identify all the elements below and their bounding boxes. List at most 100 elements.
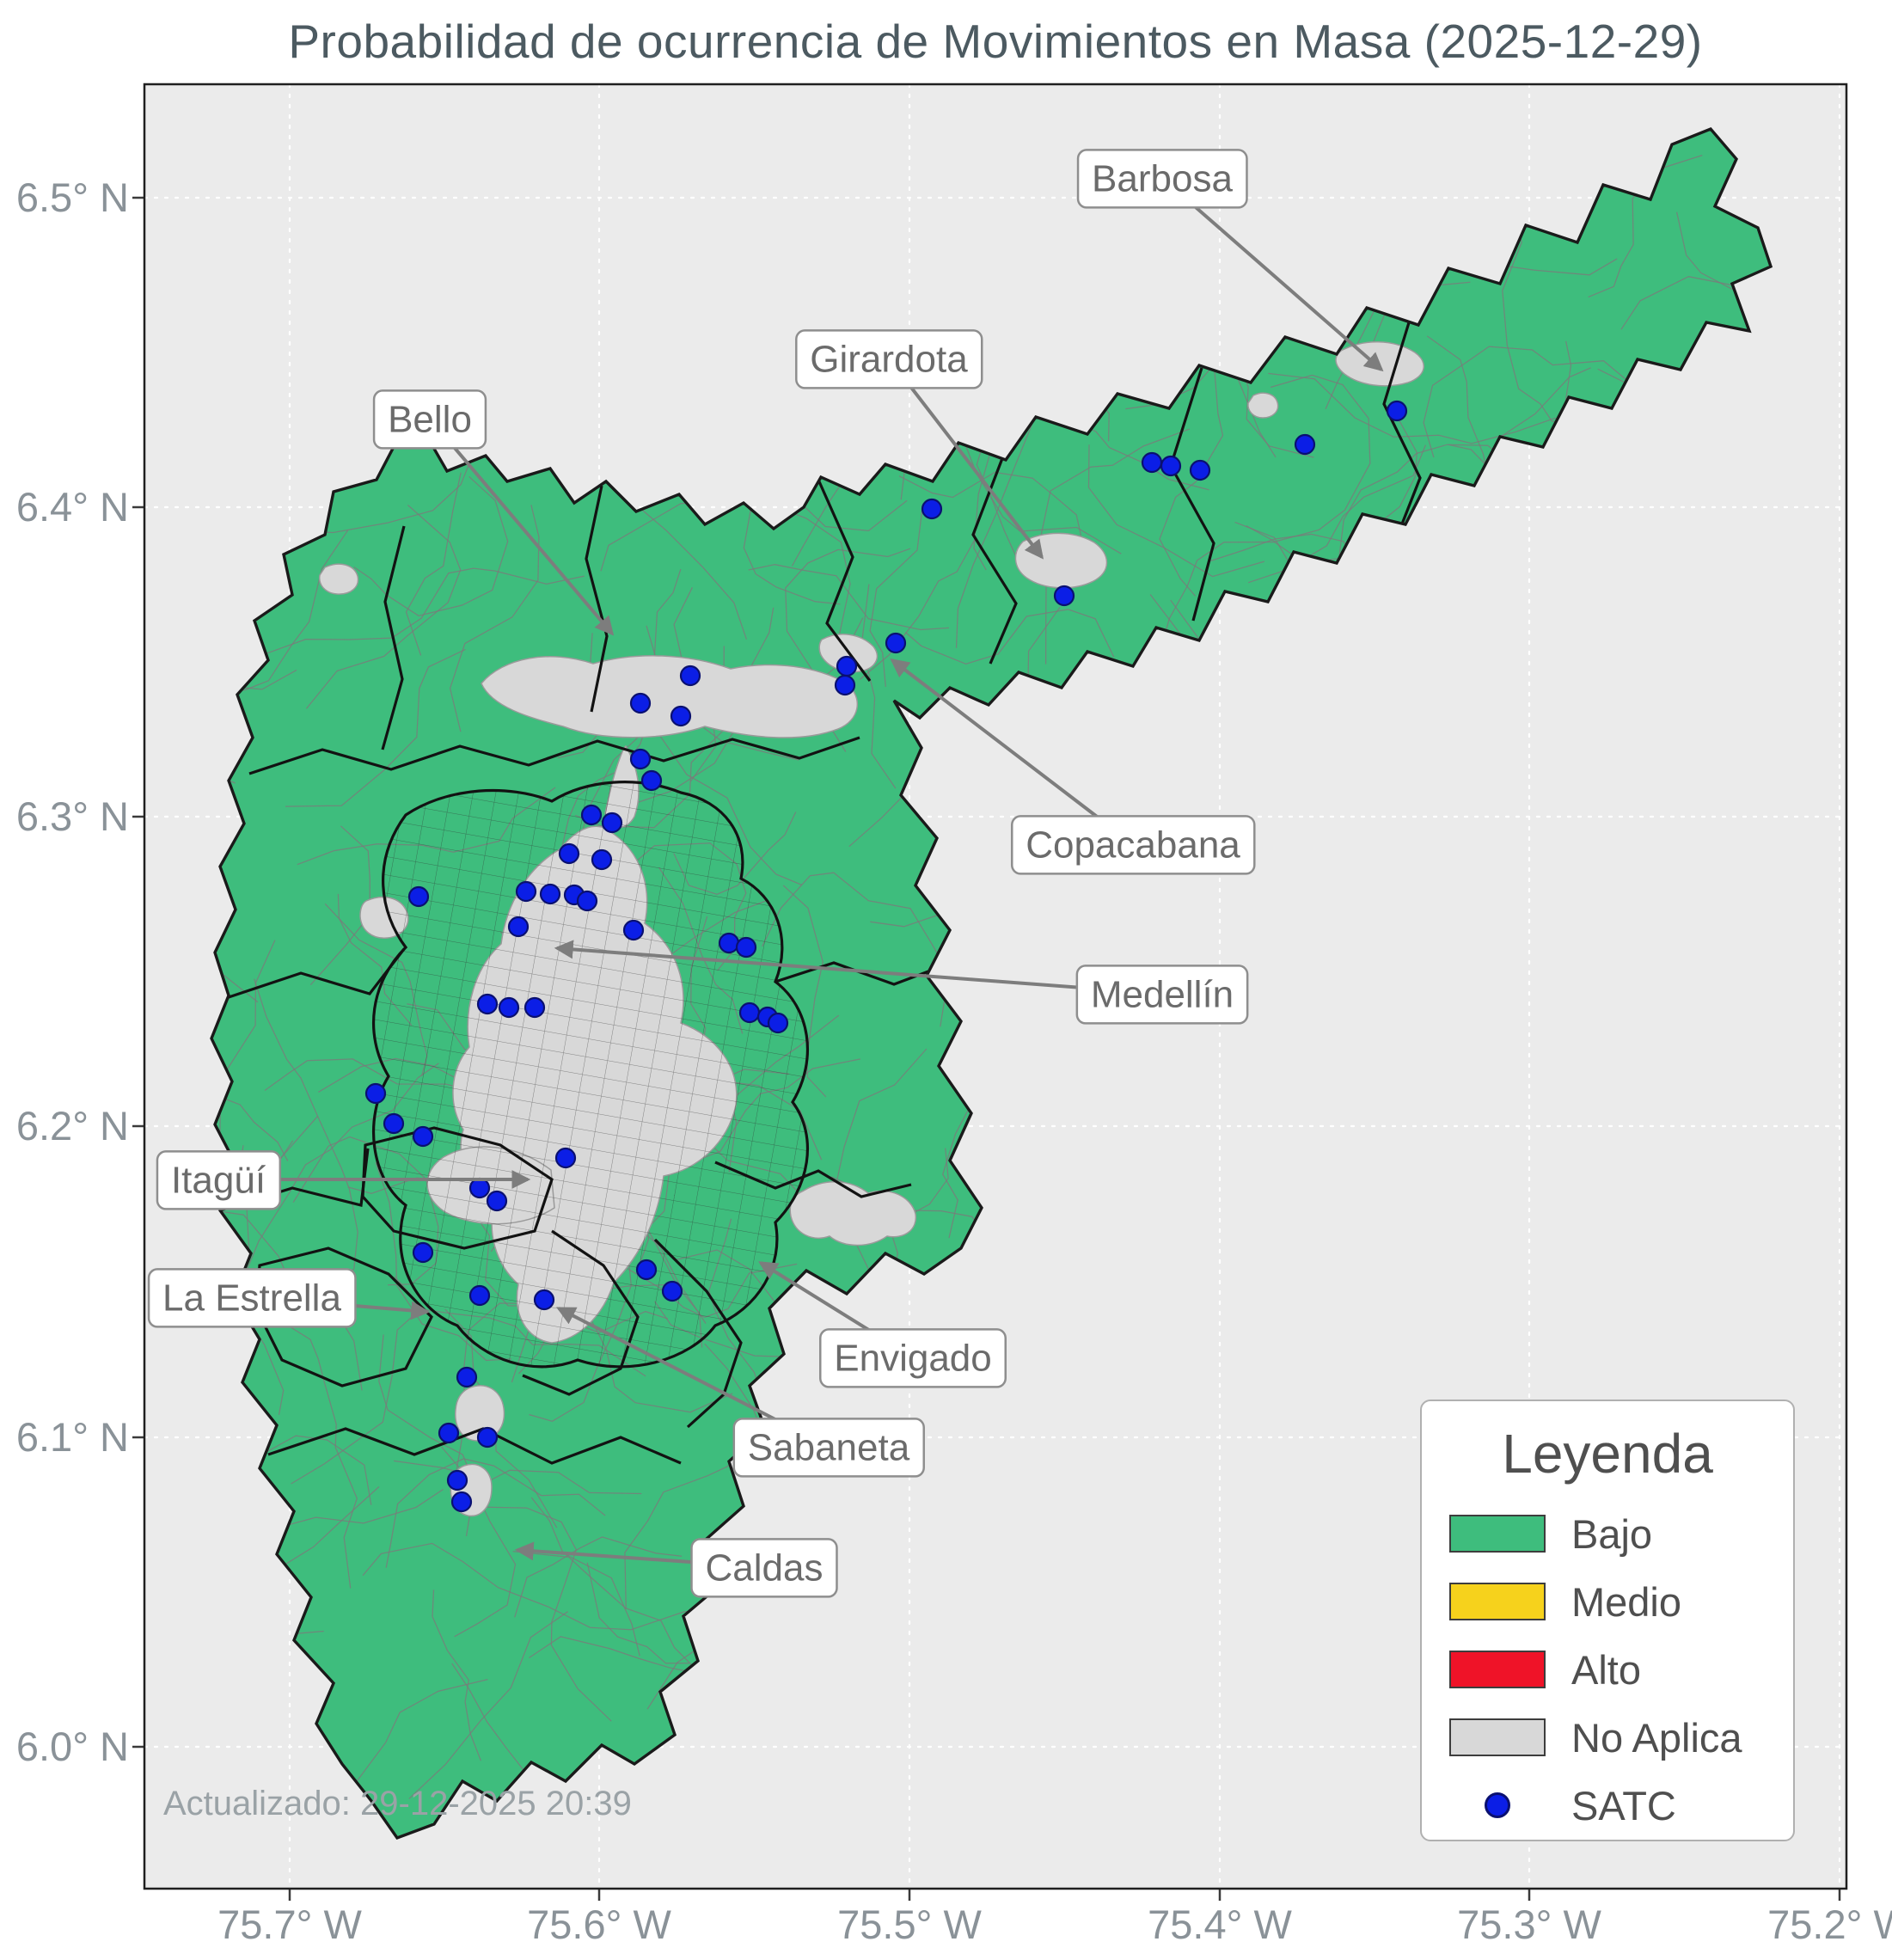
annotation-box	[690, 1538, 838, 1598]
satc-point	[554, 1147, 577, 1169]
x-tick-label: 75.4° W	[1148, 1902, 1292, 1947]
annotation-arrows	[218, 176, 1384, 1569]
vereda-boundary	[408, 1611, 568, 1799]
vereda-boundary	[285, 648, 466, 807]
satc-point	[640, 769, 663, 792]
municipal-boundary	[775, 961, 929, 986]
legend-item-medio: Medio	[1449, 1577, 1793, 1626]
vereda-boundary	[362, 1542, 737, 1631]
map-region-no-aplica	[481, 655, 859, 738]
legend: Leyenda Bajo Medio Alto No Aplica SATC	[1420, 1400, 1795, 1841]
satc-point	[591, 848, 613, 871]
annotation-text: Envigado	[834, 1337, 991, 1379]
map-region-low	[211, 129, 1771, 1838]
annotation-text: Barbosa	[1092, 157, 1233, 199]
legend-swatch-bajo	[1449, 1515, 1546, 1553]
annotation-arrow	[890, 658, 1135, 846]
annotation-text: Bello	[388, 398, 472, 440]
satc-point	[1053, 585, 1075, 607]
vereda-boundary	[211, 530, 349, 702]
satc-point	[576, 890, 598, 912]
vereda-boundary	[279, 1320, 358, 1589]
municipal-boundary	[585, 485, 609, 713]
vereda-boundary	[405, 472, 462, 656]
satc-point	[515, 880, 537, 903]
vereda-boundary	[254, 978, 358, 1303]
annotation-arrow	[554, 940, 1163, 995]
vereda-boundary	[375, 1161, 511, 1362]
satc-point	[1160, 455, 1182, 477]
annotation-arrow	[887, 357, 1044, 560]
satc-point	[412, 1241, 434, 1264]
satc-point	[718, 932, 740, 954]
vereda-boundary	[449, 505, 540, 732]
satc-point	[836, 655, 858, 677]
vereda-boundary	[1426, 335, 1494, 503]
annotation-box	[1075, 965, 1249, 1025]
vereda-boundary	[514, 1536, 683, 1618]
satc-point	[533, 1289, 555, 1311]
city-blocks-texture	[373, 781, 808, 1367]
annotation-box	[147, 1268, 357, 1328]
y-tick-label: 6.1° N	[15, 1414, 129, 1460]
x-tick-label: 75.3° W	[1457, 1902, 1601, 1947]
updated-timestamp: Actualizado: 29-12-2025 20:39	[163, 1785, 632, 1822]
y-tick-label: 6.3° N	[15, 793, 129, 839]
municipal-boundary	[372, 781, 810, 1369]
satc-point	[450, 1491, 473, 1513]
municipal-boundary	[228, 948, 406, 999]
satc-point	[629, 692, 652, 714]
legend-dot-satc	[1485, 1792, 1510, 1818]
satc-point	[412, 1125, 434, 1148]
vereda-boundary	[1246, 374, 1371, 542]
legend-item-no-aplica: No Aplica	[1449, 1713, 1793, 1761]
satc-point	[679, 665, 701, 687]
vereda-boundary	[353, 475, 509, 616]
vereda-boundary	[259, 567, 585, 657]
satc-point	[1141, 451, 1163, 474]
satc-point	[446, 1469, 468, 1491]
y-tick-label: 6.4° N	[15, 484, 129, 530]
vereda-boundary	[1040, 428, 1191, 665]
municipal-boundary	[248, 736, 860, 775]
legend-label-medio: Medio	[1571, 1578, 1682, 1625]
annotation-arrow	[428, 417, 615, 636]
satc-point	[661, 1280, 683, 1302]
satc-point	[456, 1366, 478, 1388]
satc-point	[601, 812, 623, 834]
annotation-text: La Estrella	[162, 1277, 341, 1319]
municipal-boundary	[1382, 319, 1422, 527]
vereda-boundary	[748, 564, 949, 631]
annotation-text: Caldas	[706, 1547, 824, 1589]
map-region-no-aplica	[318, 563, 359, 595]
municipal-boundary	[361, 1126, 554, 1250]
x-tick-label: 75.6° W	[527, 1902, 671, 1947]
vereda-boundary	[385, 1458, 606, 1568]
annotation-text: Itagüí	[171, 1159, 266, 1201]
annotation-box	[819, 1328, 1007, 1388]
satc-point	[383, 1112, 405, 1135]
legend-swatch-alto	[1449, 1651, 1546, 1688]
y-tick-label: 6.0° N	[15, 1724, 129, 1769]
annotation-text: Girardota	[810, 338, 968, 380]
satc-point	[524, 996, 546, 1019]
legend-title: Leyenda	[1502, 1423, 1713, 1485]
satc-point	[735, 936, 757, 959]
x-tick-label: 75.2° W	[1767, 1902, 1892, 1947]
satc-point	[885, 632, 907, 654]
satc-point	[1386, 400, 1408, 422]
annotation-box	[795, 329, 983, 389]
satc-point	[468, 1177, 491, 1199]
annotation-text: Medellín	[1091, 973, 1234, 1015]
legend-swatch-no-aplica	[1449, 1718, 1546, 1756]
y-tick-label: 6.2° N	[15, 1103, 129, 1148]
vereda-boundary	[394, 1460, 642, 1495]
legend-label-bajo: Bajo	[1571, 1510, 1653, 1557]
legend-label-no-aplica: No Aplica	[1571, 1714, 1742, 1761]
vereda-boundary	[955, 415, 1037, 648]
satc-point	[580, 804, 603, 826]
satc-point	[622, 919, 645, 941]
satc-point	[486, 1190, 508, 1212]
x-tick-label: 75.5° W	[837, 1902, 982, 1947]
annotation-text: Sabaneta	[748, 1426, 910, 1468]
